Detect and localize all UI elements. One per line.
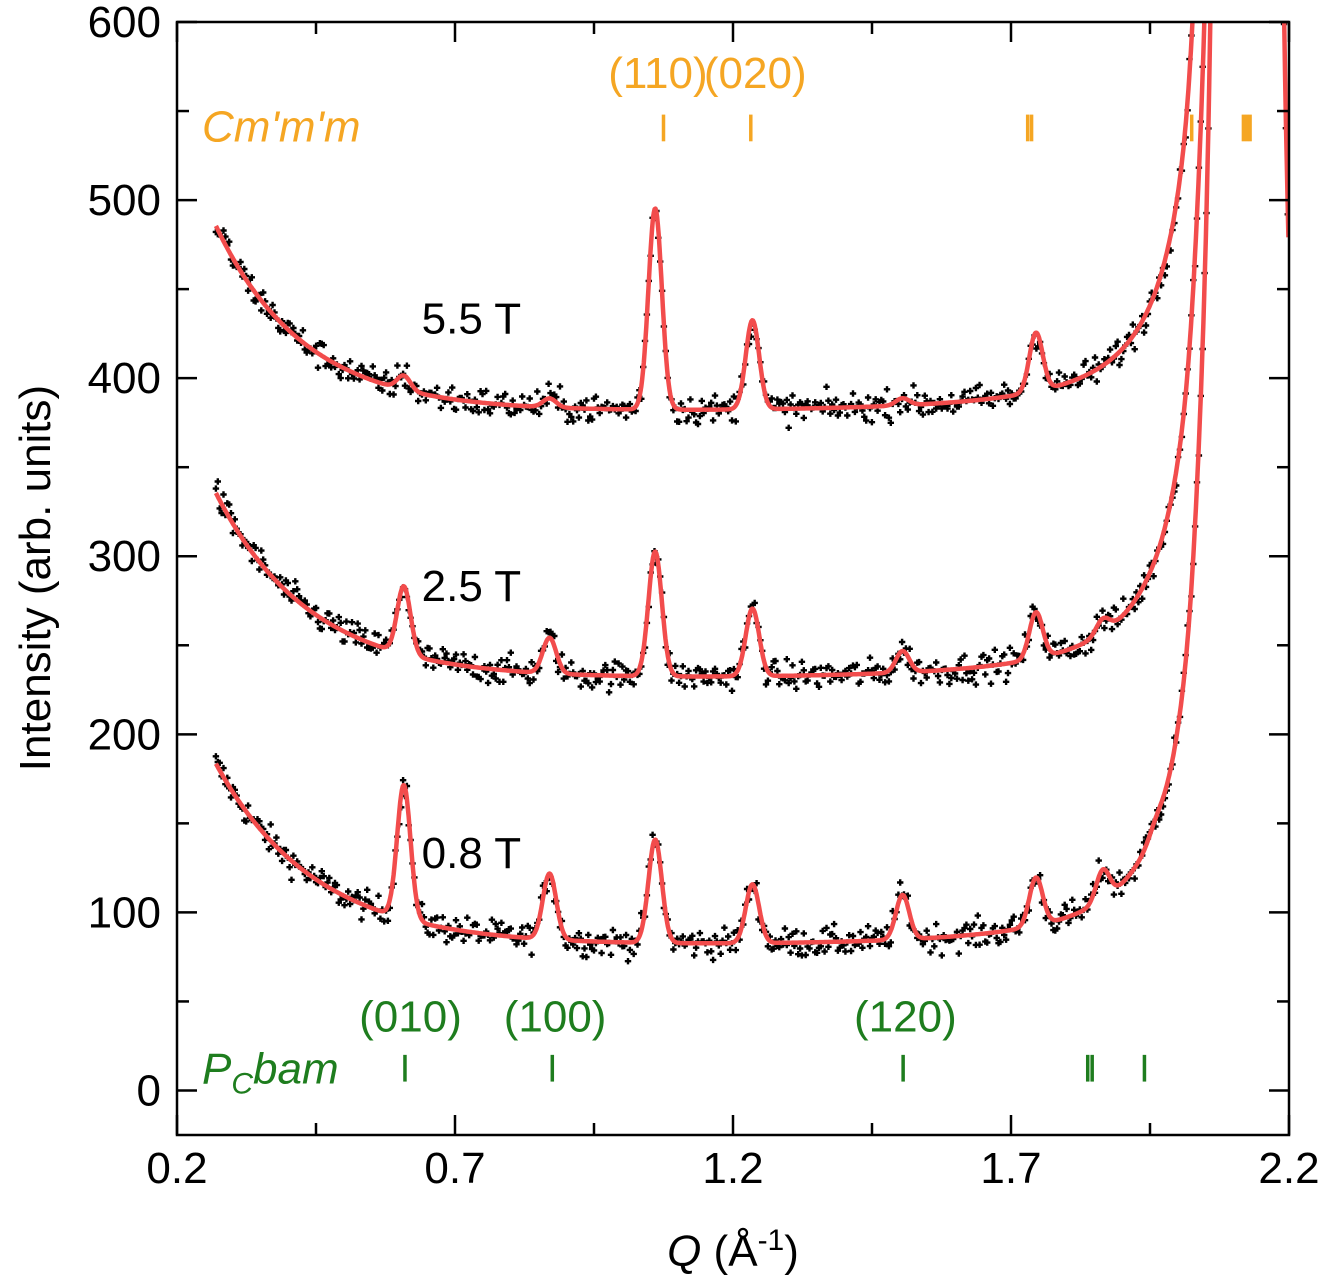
plot-frame [175,20,1291,1137]
y-tick-label: 600 [88,0,161,47]
data-points [212,22,1289,965]
field-label: 2.5 T [422,562,521,611]
data-series-0 [212,22,1289,965]
fit-curve [213,22,1195,412]
fit-curve-group-0 [213,22,1289,946]
x-axis-unit-open: ( [701,1227,728,1276]
field-label: 5.5 T [422,295,521,344]
fit-curve [213,22,1289,946]
fit-curve [213,22,1207,679]
phase-name-main: P [202,1044,232,1093]
phase-name-sub: C [231,1067,253,1100]
fit-curves-layer [213,22,1289,946]
phase-name: PCbam [202,1044,339,1100]
y-tick-label: 300 [88,532,161,581]
x-axis-title: Q (Å-1) [667,1224,799,1276]
y-tick-label: 0 [137,1066,161,1115]
y-tick-label: 200 [88,710,161,759]
fit-curve-group-2 [213,22,1195,412]
axes: 0.2 0.7 1.2 1.7 2.2 0 100 200 300 400 500 600 0.8 T 2… [88,0,1320,1193]
reflection-label: (020) [704,49,807,98]
x-tick-label: 0.7 [424,1144,485,1193]
fit-curve-group-1 [213,22,1207,679]
phase-name: Cm'm'm [202,102,361,151]
x-axis-unit-sup: -1 [758,1224,785,1257]
phase-group-0: (110)(020) Cm'm'm [202,49,1252,151]
y-tick-label: 500 [88,176,161,225]
phase-name-rest: bam [253,1044,339,1093]
x-axis-variable: Q [667,1227,701,1276]
x-tick-label: 0.2 [146,1144,207,1193]
phase-group-1: (010) (100) (120) PCbam [202,993,1147,1100]
y-tick-label: 100 [88,888,161,937]
field-label: 0.8 T [422,829,521,878]
y-axis-title: Intensity (arb. units) [11,385,60,771]
x-tick-label: 1.7 [980,1144,1041,1193]
reflection-label: (100) [504,993,607,1042]
x-axis-unit-close: ) [784,1227,799,1276]
data-points-layer [212,22,1289,965]
x-axis-unit-base: Å [728,1227,758,1276]
x-tick-label: 1.2 [702,1144,763,1193]
reflection-label: (010) [359,993,462,1042]
y-tick-label: 400 [88,354,161,403]
phase-reflections-layer: (110)(020) Cm'm'm (010) (100) (120) PCbam [202,49,1252,1100]
reflection-label: (120) [854,993,957,1042]
x-tick-label: 2.2 [1258,1144,1319,1193]
reflection-label: (110) [608,49,707,98]
